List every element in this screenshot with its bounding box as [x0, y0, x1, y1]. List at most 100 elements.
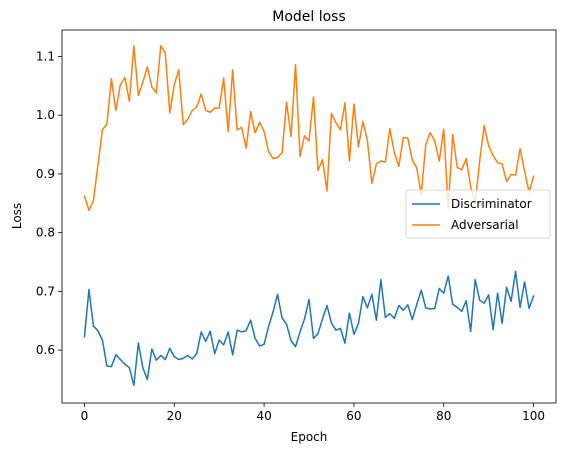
data-point-discriminator	[308, 299, 310, 301]
data-point-discriminator	[371, 293, 373, 295]
data-point-adversarial	[465, 158, 467, 160]
series-line-adversarial	[83, 45, 535, 212]
data-point-adversarial	[182, 123, 184, 126]
data-point-discriminator	[519, 306, 521, 308]
data-point-adversarial	[344, 102, 346, 104]
data-point-adversarial	[438, 160, 440, 162]
data-point-discriminator	[317, 333, 319, 335]
data-point-adversarial	[492, 155, 494, 157]
data-point-adversarial	[151, 86, 153, 88]
data-point-adversarial	[407, 137, 409, 139]
data-point-discriminator	[344, 342, 346, 344]
data-point-adversarial	[456, 166, 458, 169]
data-point-discriminator	[178, 358, 180, 361]
data-point-discriminator	[443, 292, 445, 294]
y-tick-label: 1.0	[36, 108, 55, 122]
data-point-adversarial	[254, 132, 256, 134]
data-point-discriminator	[205, 340, 207, 342]
data-point-discriminator	[223, 344, 225, 346]
data-point-discriminator	[155, 359, 157, 361]
data-point-discriminator	[187, 354, 189, 357]
data-point-adversarial	[339, 129, 342, 131]
data-point-adversarial	[479, 160, 481, 162]
data-point-adversarial	[321, 159, 324, 161]
data-point-discriminator	[169, 347, 171, 349]
data-point-discriminator	[514, 270, 517, 273]
data-point-adversarial	[523, 170, 526, 172]
x-tick-label: 20	[167, 409, 182, 423]
data-point-adversarial	[389, 128, 391, 130]
data-point-discriminator	[182, 357, 184, 359]
data-point-discriminator	[501, 322, 503, 324]
data-point-adversarial	[223, 77, 225, 79]
data-point-discriminator	[110, 365, 112, 368]
data-point-adversarial	[285, 101, 288, 103]
series-line-discriminator	[83, 270, 535, 387]
data-point-adversarial	[196, 106, 198, 108]
data-point-discriminator	[299, 331, 301, 333]
data-point-adversarial	[375, 163, 377, 165]
data-point-adversarial	[452, 133, 454, 136]
data-point-discriminator	[429, 308, 431, 310]
data-point-discriminator	[281, 317, 283, 319]
data-point-discriminator	[164, 358, 166, 361]
data-point-discriminator	[438, 287, 440, 290]
data-point-adversarial	[137, 94, 139, 96]
data-point-discriminator	[384, 316, 386, 318]
data-point-adversarial	[514, 174, 517, 176]
data-point-adversarial	[443, 128, 445, 130]
data-point-discriminator	[479, 299, 481, 301]
x-tick-label: 40	[256, 409, 271, 423]
data-point-discriminator	[290, 340, 292, 342]
data-point-adversarial	[501, 163, 503, 165]
data-point-adversarial	[281, 152, 283, 154]
data-point-adversarial	[326, 190, 328, 192]
data-point-discriminator	[254, 337, 256, 339]
data-point-adversarial	[272, 158, 274, 160]
data-point-adversarial	[128, 100, 130, 102]
data-point-adversarial	[160, 45, 162, 47]
data-point-adversarial	[335, 122, 337, 124]
x-tick-label: 80	[436, 409, 451, 423]
legend-label-adversarial: Adversarial	[451, 218, 519, 232]
data-point-adversarial	[241, 126, 243, 129]
data-point-adversarial	[169, 112, 171, 114]
data-point-discriminator	[353, 333, 355, 335]
x-axis-label: Epoch	[291, 430, 328, 444]
data-point-discriminator	[214, 353, 216, 355]
data-point-discriminator	[272, 311, 274, 313]
data-point-discriminator	[523, 281, 526, 283]
data-point-adversarial	[384, 161, 386, 163]
data-point-discriminator	[492, 328, 494, 331]
data-point-discriminator	[115, 354, 117, 356]
data-point-discriminator	[335, 329, 337, 331]
data-point-discriminator	[196, 353, 198, 355]
data-point-adversarial	[142, 81, 144, 83]
data-point-adversarial	[470, 186, 472, 188]
data-point-adversarial	[263, 131, 265, 133]
data-point-discriminator	[146, 378, 148, 381]
data-point-discriminator	[326, 304, 328, 307]
data-point-adversarial	[110, 78, 112, 80]
y-tick-label: 0.8	[36, 226, 55, 240]
data-point-adversarial	[312, 96, 315, 98]
data-point-adversarial	[227, 131, 229, 133]
data-point-discriminator	[330, 322, 333, 324]
data-point-discriminator	[357, 323, 359, 325]
data-point-adversarial	[488, 145, 490, 147]
plot-area	[83, 45, 535, 387]
data-point-adversarial	[164, 52, 166, 54]
data-point-discriminator	[267, 326, 270, 328]
data-point-adversarial	[461, 169, 463, 171]
data-point-adversarial	[88, 209, 90, 211]
data-point-discriminator	[191, 358, 193, 360]
data-point-adversarial	[267, 150, 270, 153]
data-point-adversarial	[416, 167, 418, 169]
data-point-discriminator	[470, 330, 472, 332]
data-point-adversarial	[133, 45, 135, 47]
data-point-adversarial	[218, 107, 220, 109]
data-point-adversarial	[425, 143, 427, 146]
data-point-adversarial	[357, 146, 359, 148]
data-point-discriminator	[474, 279, 476, 281]
